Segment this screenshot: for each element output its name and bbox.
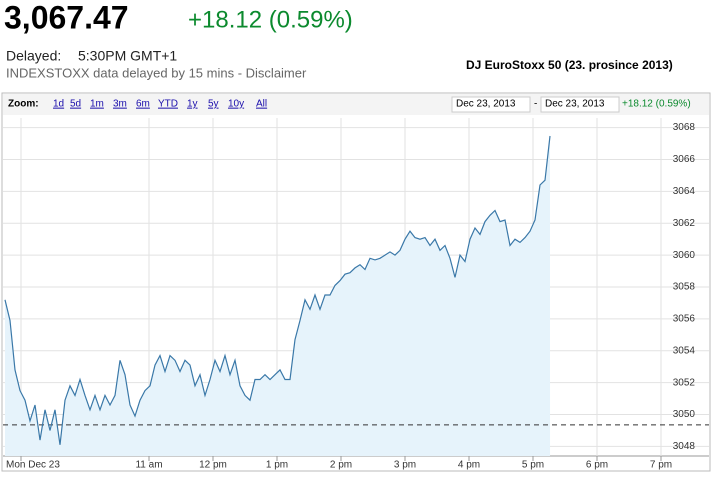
y-tick-label: 3048 xyxy=(673,441,696,452)
zoom-link[interactable]: 5d xyxy=(70,99,81,110)
zoom-link[interactable]: 10y xyxy=(228,99,244,110)
zoom-link[interactable]: All xyxy=(256,99,267,110)
x-tick-label: 4 pm xyxy=(458,460,480,471)
y-tick-label: 3054 xyxy=(673,345,696,356)
time: 5:30PM GMT+1 xyxy=(78,48,177,64)
chart-frame xyxy=(1,92,711,472)
zoom-link[interactable]: 5y xyxy=(208,99,219,110)
zoom-link[interactable]: 6m xyxy=(136,99,150,110)
date-box[interactable] xyxy=(540,96,620,113)
zoom-link[interactable]: 3m xyxy=(113,99,127,110)
y-tick-label: 3062 xyxy=(673,218,696,229)
x-tick-label: Mon Dec 23 xyxy=(6,460,60,471)
x-tick-label: 2 pm xyxy=(330,460,352,471)
zoom-link[interactable]: YTD xyxy=(158,99,178,110)
range-change: +18.12 (0.59%) xyxy=(622,99,691,110)
y-tick-label: 3066 xyxy=(673,154,696,165)
x-tick-label: 1 pm xyxy=(266,460,288,471)
y-tick-label: 3056 xyxy=(673,314,696,325)
date-sep: - xyxy=(534,99,537,110)
price: 3,067.47 xyxy=(4,0,129,35)
date-from[interactable]: Dec 23, 2013 xyxy=(456,99,516,110)
note: INDEXSTOXX data delayed by 15 mins - Dis… xyxy=(6,65,307,80)
price-line xyxy=(4,135,551,445)
date-to[interactable]: Dec 23, 2013 xyxy=(545,99,605,110)
zoom-link[interactable]: 1d xyxy=(53,99,64,110)
x-tick-label: 5 pm xyxy=(522,460,544,471)
delayed-label: Delayed: xyxy=(6,48,61,64)
x-tick-label: 3 pm xyxy=(394,460,416,471)
y-tick-label: 3050 xyxy=(673,409,696,420)
y-tick-label: 3058 xyxy=(673,282,696,293)
toolbar xyxy=(3,94,709,115)
area xyxy=(5,136,551,456)
change: +18.12 (0.59%) xyxy=(188,6,353,33)
x-tick-label: 6 pm xyxy=(586,460,608,471)
zoom-link[interactable]: 1m xyxy=(90,99,104,110)
caption: DJ EuroStoxx 50 (23. prosince 2013) xyxy=(466,58,673,72)
y-tick-label: 3068 xyxy=(673,122,696,133)
x-tick-label: 12 pm xyxy=(199,460,227,471)
date-box[interactable] xyxy=(451,96,531,113)
y-tick-label: 3052 xyxy=(673,377,696,388)
x-tick-label: 7 pm xyxy=(650,460,672,471)
zoom-label: Zoom: xyxy=(8,99,39,110)
y-tick-label: 3060 xyxy=(673,250,696,261)
y-tick-label: 3064 xyxy=(673,186,696,197)
zoom-link[interactable]: 1y xyxy=(187,99,198,110)
x-tick-label: 11 am xyxy=(135,460,162,471)
